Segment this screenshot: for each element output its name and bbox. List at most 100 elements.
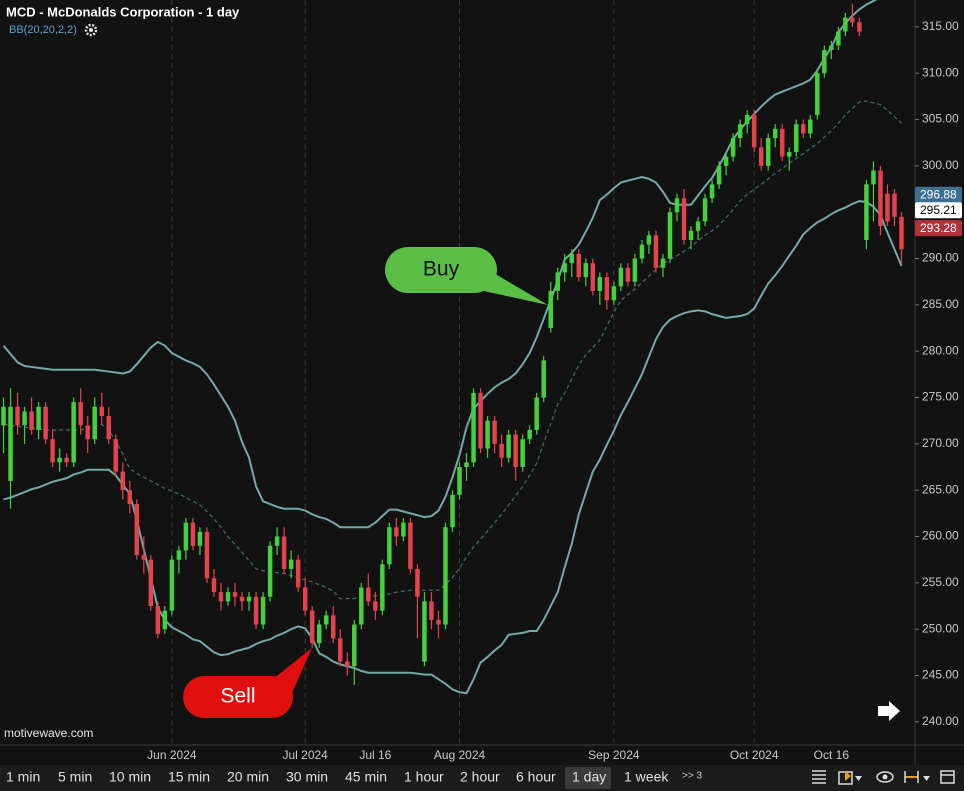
candle-body xyxy=(471,392,476,463)
interval-button[interactable]: 15 min xyxy=(168,769,210,785)
drawing-icon[interactable] xyxy=(838,771,862,785)
interval-button[interactable]: 1 week xyxy=(624,769,669,785)
candle-body xyxy=(829,45,834,51)
candle-body xyxy=(204,531,210,579)
candle-body xyxy=(22,411,27,426)
candle-body xyxy=(688,230,694,240)
candle-body xyxy=(892,193,897,217)
visibility-icon[interactable] xyxy=(876,771,894,783)
candle-body xyxy=(660,258,666,268)
sell-label: Sell xyxy=(220,685,255,708)
candle-body xyxy=(639,244,645,259)
candle-body xyxy=(253,596,259,625)
candle-body xyxy=(85,425,90,440)
candle-body xyxy=(309,610,315,644)
price-tag-label: 293.28 xyxy=(920,221,957,235)
price-tag-label: 295.21 xyxy=(920,203,957,217)
candle-body xyxy=(667,212,673,259)
candle-body xyxy=(190,522,196,546)
interval-button[interactable]: 2 hour xyxy=(460,769,500,785)
candle-body xyxy=(316,624,322,644)
candle-body xyxy=(457,467,462,495)
x-tick-label: Oct 16 xyxy=(814,748,850,762)
candle-body xyxy=(772,128,778,139)
candle-body xyxy=(127,490,133,505)
x-tick-label: Oct 2024 xyxy=(730,748,779,762)
settings-icon[interactable] xyxy=(84,23,98,37)
scroll-right-icon[interactable] xyxy=(878,701,900,721)
candle-body xyxy=(225,592,231,602)
candle-body xyxy=(695,221,701,231)
candle-body xyxy=(183,522,189,551)
more-icon[interactable] xyxy=(940,770,955,784)
candle-body xyxy=(218,592,224,602)
y-tick-label: 270.00 xyxy=(922,436,959,450)
candle-body xyxy=(520,439,525,468)
candle-body xyxy=(485,420,490,449)
interval-button[interactable]: 1 hour xyxy=(404,769,444,785)
candle-body xyxy=(57,457,62,463)
y-tick-label: 315.00 xyxy=(922,19,959,33)
candle-body xyxy=(604,277,610,301)
candle-body xyxy=(562,263,567,273)
candle-body xyxy=(99,406,104,417)
candle-body xyxy=(415,568,420,597)
interval-button[interactable]: 1 min xyxy=(6,769,40,785)
candle-body xyxy=(260,596,266,625)
y-tick-label: 265.00 xyxy=(922,482,959,496)
candle-body xyxy=(50,439,55,463)
candle-body xyxy=(646,235,652,245)
y-tick-label: 285.00 xyxy=(922,297,959,311)
y-tick-label: 275.00 xyxy=(922,390,959,404)
candle-body xyxy=(576,253,582,278)
candle-body xyxy=(625,267,631,282)
candle-body xyxy=(730,138,736,157)
candle-body xyxy=(555,272,560,291)
candle-body xyxy=(338,638,343,662)
candle-body xyxy=(541,360,546,398)
candle-body xyxy=(709,184,715,199)
interval-button[interactable]: 1 day xyxy=(572,769,606,785)
candle-body xyxy=(618,267,624,287)
menu-icon[interactable] xyxy=(812,770,826,784)
candle-body xyxy=(751,114,757,148)
candle-body xyxy=(162,610,168,630)
y-tick-label: 255.00 xyxy=(922,575,959,589)
x-tick-label: Aug 2024 xyxy=(434,748,486,762)
candle-body xyxy=(429,601,434,620)
x-tick-label: Sep 2024 xyxy=(588,748,640,762)
candle-body xyxy=(744,114,750,125)
candle-body xyxy=(330,615,336,639)
candle-body xyxy=(141,555,147,560)
candle-body xyxy=(29,411,34,430)
interval-button[interactable]: 10 min xyxy=(109,769,151,785)
candle-body xyxy=(232,592,238,597)
interval-button[interactable]: 30 min xyxy=(286,769,328,785)
interval-more[interactable]: >> 3 xyxy=(682,771,702,782)
candle-body xyxy=(197,531,203,546)
candle-body xyxy=(36,406,41,430)
buy-callout: Buy xyxy=(385,247,548,305)
candle-body xyxy=(176,550,182,560)
interval-button[interactable]: 20 min xyxy=(227,769,269,785)
price-tag xyxy=(915,202,962,219)
plot-area xyxy=(1,0,904,695)
candle-body xyxy=(885,193,890,222)
grid xyxy=(171,0,755,745)
candle-body xyxy=(822,50,827,74)
candle-body xyxy=(815,73,820,115)
toolbar-icons xyxy=(812,770,955,785)
y-tick-label: 260.00 xyxy=(922,529,959,543)
interval-button[interactable]: 6 hour xyxy=(516,769,556,785)
interval-button[interactable]: 5 min xyxy=(58,769,92,785)
candle-body xyxy=(681,198,687,240)
candle-body xyxy=(239,596,245,602)
y-tick-label: 300.00 xyxy=(922,158,959,172)
toolbar xyxy=(0,765,964,791)
interval-button[interactable]: 45 min xyxy=(345,769,387,785)
indicator-label[interactable]: BB(20,20,2,2) xyxy=(9,24,77,36)
y-tick-label: 310.00 xyxy=(922,65,959,79)
range-icon[interactable] xyxy=(904,771,930,783)
candle-body xyxy=(281,536,287,569)
candle-body xyxy=(702,198,708,222)
